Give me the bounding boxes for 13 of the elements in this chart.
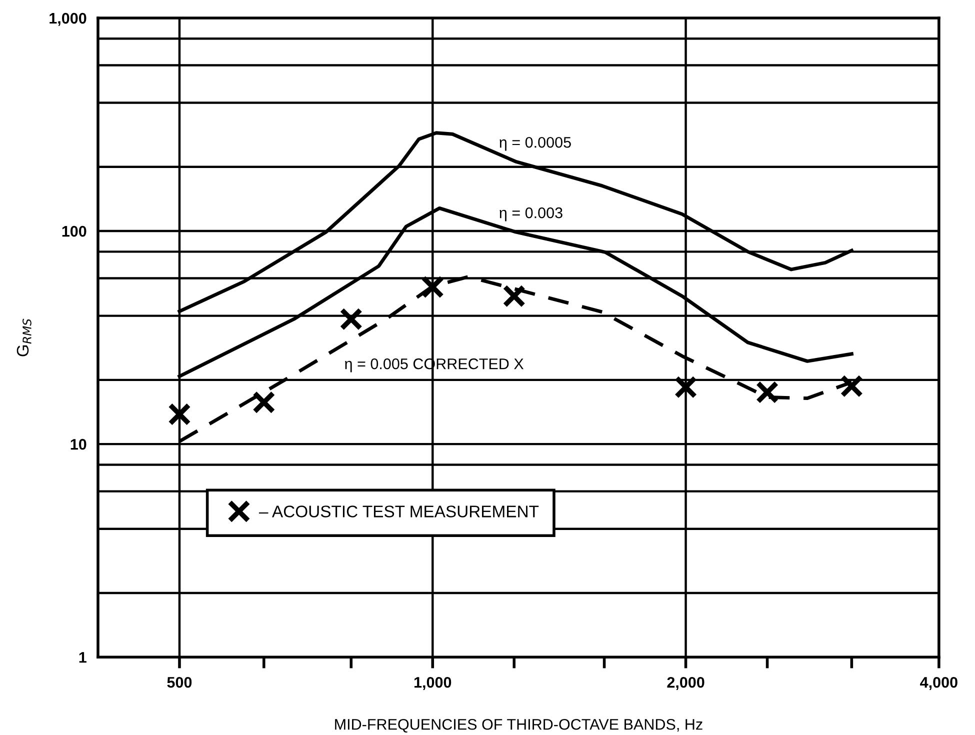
y-tick-label: 10	[70, 438, 86, 450]
y-tick-label: 1,000	[50, 12, 86, 26]
x-tick-label: 1,000	[414, 676, 452, 690]
x-axis-title: MID-FREQUENCIES OF THIRD-OCTAVE BANDS, Hz	[335, 718, 702, 733]
x-tick-label: 2,000	[667, 676, 704, 690]
y-tick-label: 1	[79, 652, 86, 663]
y-tick-label: 100	[62, 226, 86, 237]
x-tick-label: 4,000	[920, 676, 958, 690]
x-tick-label: 500	[167, 676, 192, 688]
y-axis-title: G$_{RMS}$	[16, 318, 32, 356]
legend-label: – ACOUSTIC TEST MEASUREMENT	[258, 506, 539, 518]
series-label: η = 0.0005	[500, 136, 571, 151]
series-label: η = 0.003	[500, 207, 562, 222]
